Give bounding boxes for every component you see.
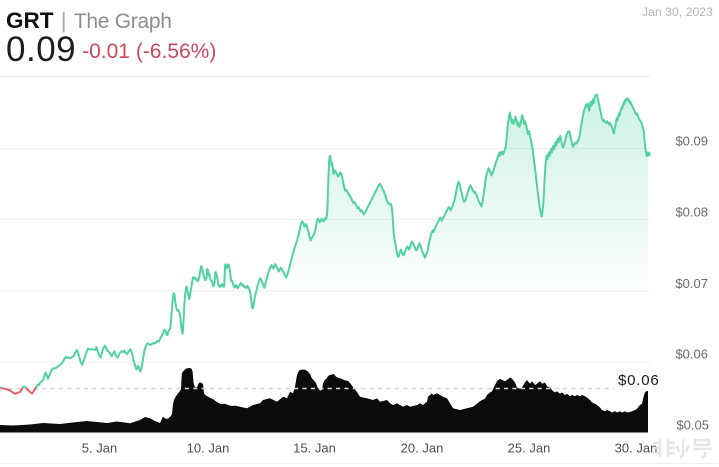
svg-text:$0.07: $0.07 bbox=[675, 276, 708, 291]
svg-text:$0.09: $0.09 bbox=[675, 134, 708, 149]
svg-text:20. Jan: 20. Jan bbox=[401, 441, 444, 456]
svg-text:15. Jan: 15. Jan bbox=[293, 441, 336, 456]
svg-text:$0.08: $0.08 bbox=[675, 205, 708, 220]
svg-text:$0.05: $0.05 bbox=[676, 418, 709, 433]
svg-text:30. Jan: 30. Jan bbox=[615, 441, 658, 456]
svg-text:5. Jan: 5. Jan bbox=[82, 441, 117, 456]
svg-text:$0.06: $0.06 bbox=[675, 347, 708, 362]
svg-text:25. Jan: 25. Jan bbox=[508, 441, 551, 456]
svg-text:$0.06: $0.06 bbox=[618, 372, 660, 389]
svg-text:10. Jan: 10. Jan bbox=[187, 441, 230, 456]
